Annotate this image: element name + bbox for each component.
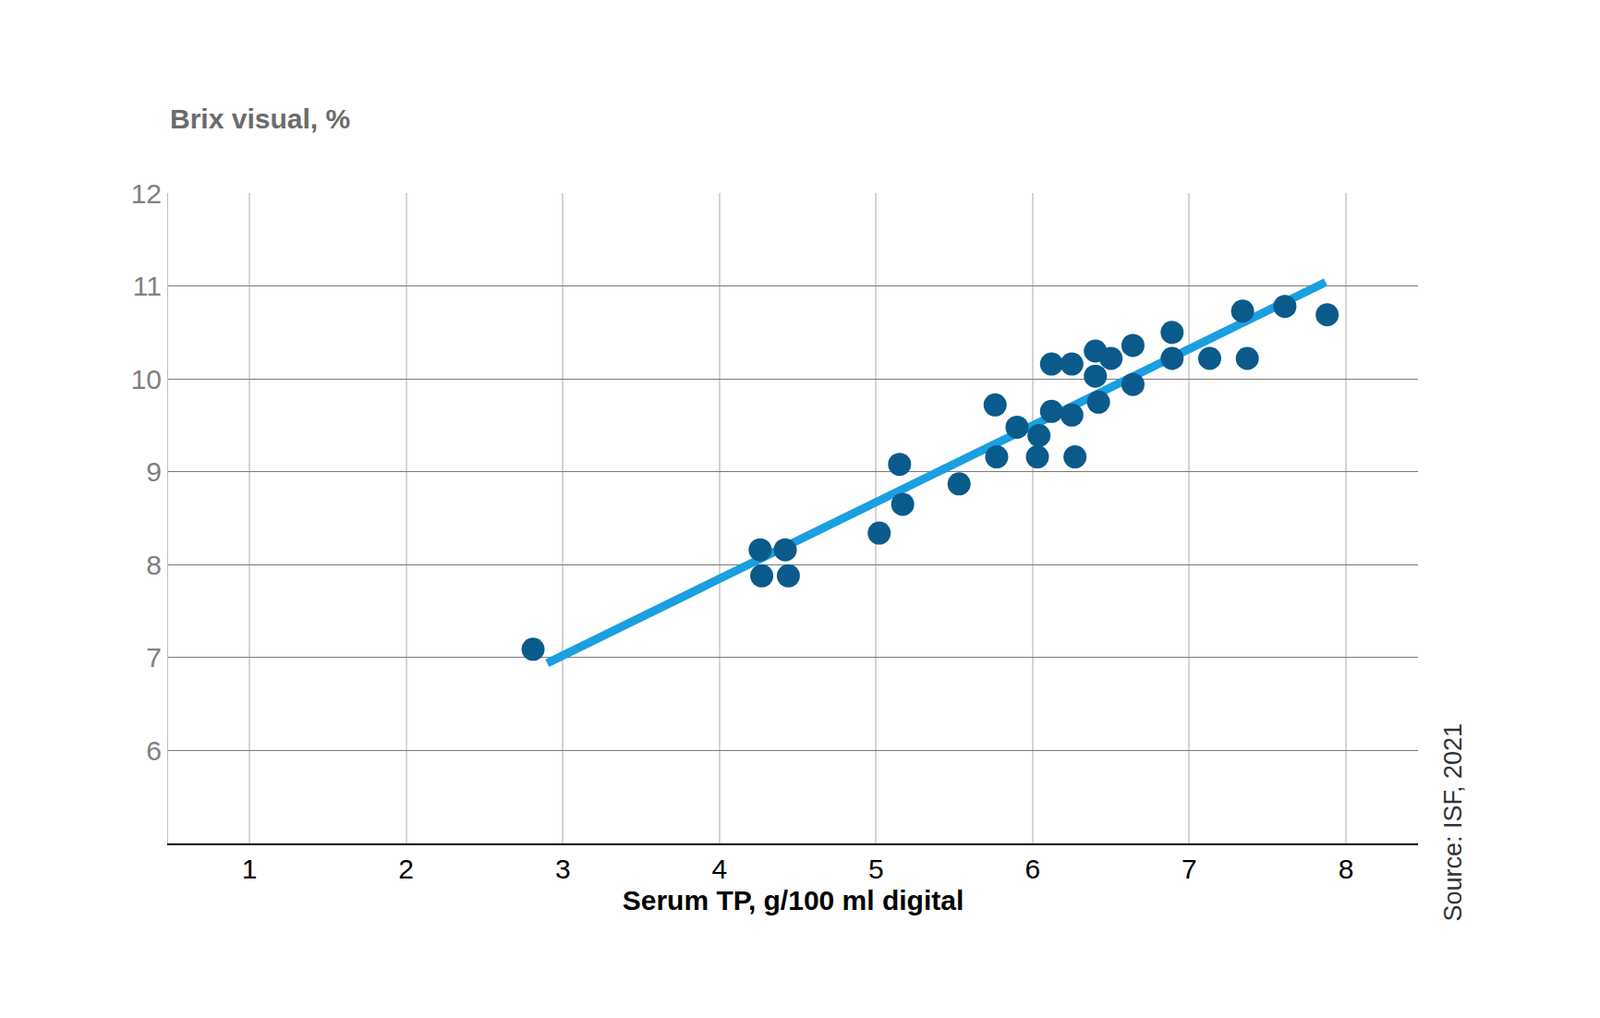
- svg-text:Serum TP, g/100 ml digital: Serum TP, g/100 ml digital: [622, 884, 965, 916]
- svg-text:12: 12: [131, 178, 162, 209]
- svg-text:Source: ISF, 2021: Source: ISF, 2021: [1439, 723, 1467, 922]
- svg-text:11: 11: [133, 270, 162, 302]
- svg-text:8: 8: [145, 549, 162, 581]
- svg-text:8: 8: [1338, 853, 1355, 885]
- svg-text:4: 4: [711, 853, 728, 885]
- svg-text:9: 9: [145, 456, 162, 487]
- svg-text:6: 6: [145, 735, 162, 766]
- svg-text:7: 7: [1181, 853, 1198, 885]
- svg-text:6: 6: [1025, 853, 1042, 885]
- svg-text:5: 5: [868, 853, 885, 885]
- svg-text:7: 7: [145, 642, 162, 673]
- svg-text:Brix visual, %: Brix visual, %: [169, 103, 351, 134]
- svg-text:10: 10: [131, 363, 162, 395]
- svg-text:3: 3: [555, 853, 571, 885]
- svg-text:2: 2: [398, 853, 414, 885]
- svg-text:1: 1: [242, 853, 258, 885]
